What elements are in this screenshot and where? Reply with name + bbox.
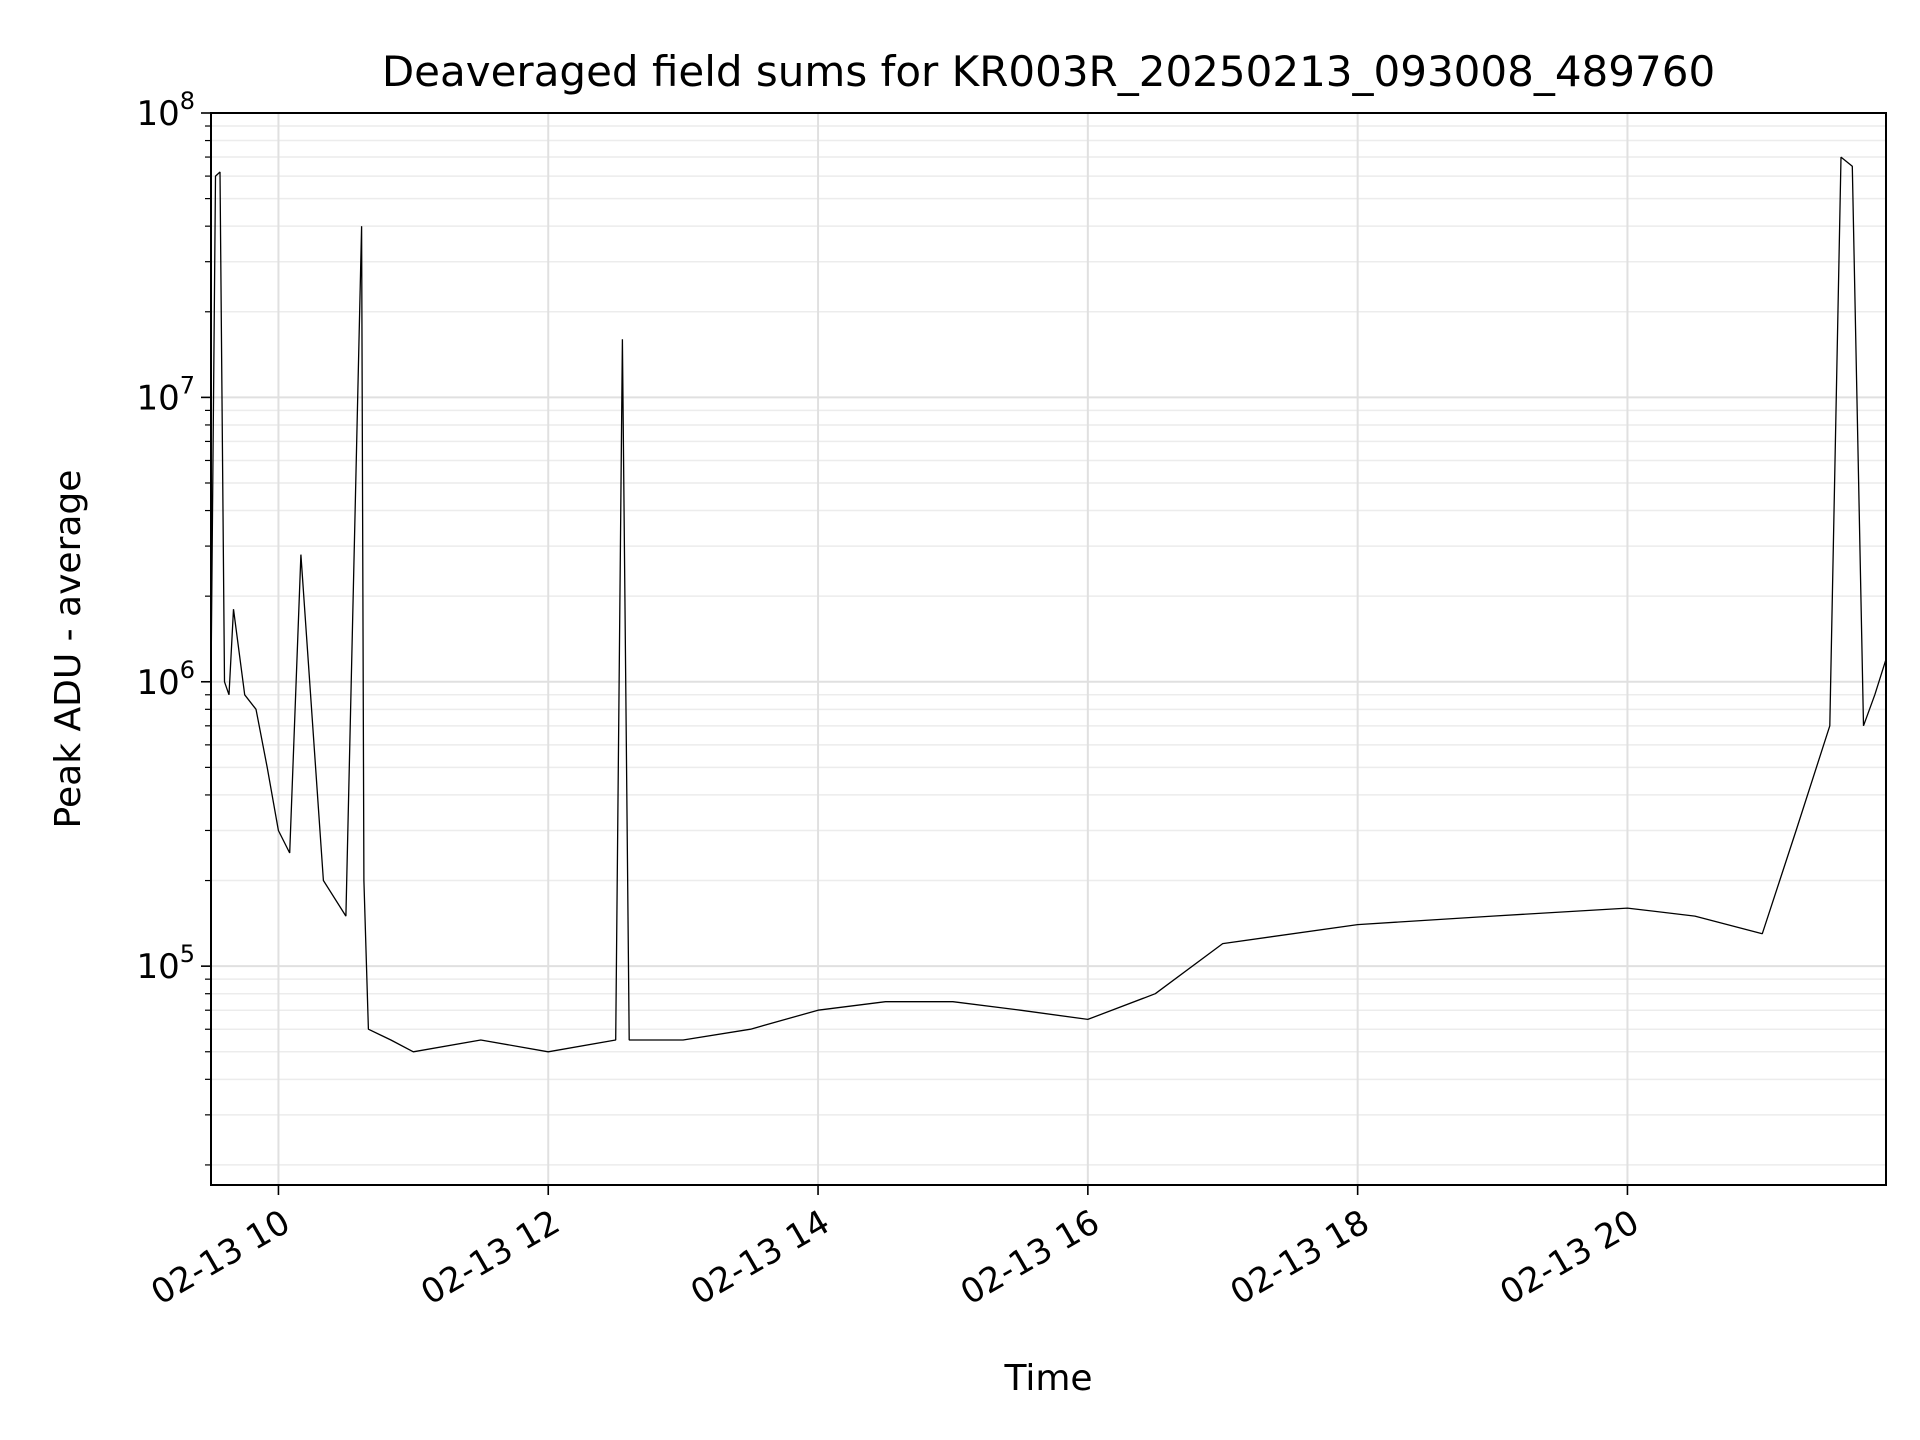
y-tick-label: 105	[136, 940, 195, 987]
x-tick-label: 02-13 20	[1494, 1202, 1646, 1313]
series-layer	[210, 156, 1887, 1053]
x-tick-label: 02-13 14	[684, 1202, 836, 1313]
x-tick-label: 02-13 10	[145, 1202, 297, 1313]
y-axis: 105 106 107 108	[136, 87, 211, 987]
x-tick-label: 02-13 16	[954, 1202, 1106, 1313]
y-tick-label: 107	[136, 371, 195, 418]
y-tick-label: 106	[136, 656, 195, 703]
y-tick-label: 108	[136, 87, 195, 134]
x-axis: 02-13 10 02-13 12 02-13 14 02-13 16 02-13 18…	[145, 1185, 1646, 1313]
major-gridlines	[211, 112, 1886, 1185]
plot-frame	[210, 112, 1887, 1186]
x-tick-label: 02-13 18	[1224, 1202, 1376, 1313]
minor-gridlines	[205, 125, 1886, 1166]
x-axis-label: Time	[1003, 1358, 1092, 1399]
chart-title: Deaveraged field sums for KR003R_2025021…	[382, 47, 1715, 96]
y-axis-label: Peak ADU - average	[48, 470, 89, 829]
x-tick-label: 02-13 12	[414, 1202, 566, 1313]
series-line	[210, 156, 1887, 1053]
